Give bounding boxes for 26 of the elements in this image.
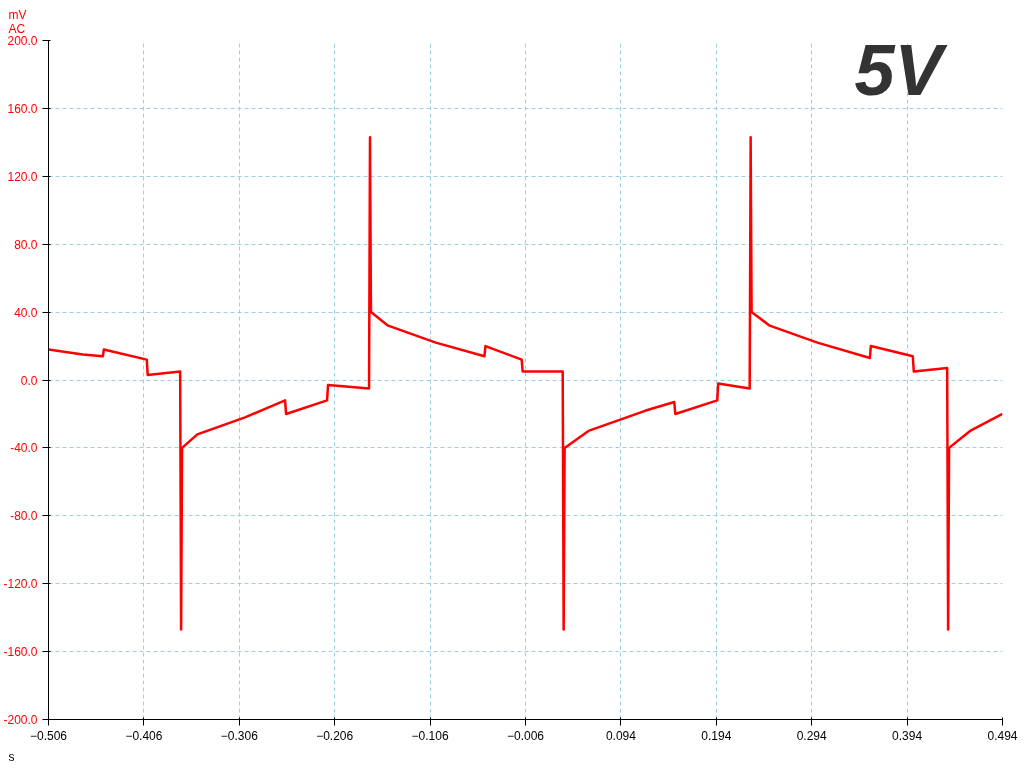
x-tick-label: −0.206 — [316, 728, 354, 743]
y-tick-label: 200.0 — [7, 34, 38, 48]
x-tick-label: −0.406 — [125, 728, 163, 743]
x-tick-label: 0.294 — [796, 728, 828, 743]
y-tick-label: 80.0 — [14, 237, 38, 252]
x-axis-title: s — [8, 749, 15, 764]
y-tick-label: -200.0 — [3, 713, 38, 727]
y-tick-label: 40.0 — [14, 305, 38, 320]
y-tick-label: -120.0 — [3, 577, 38, 592]
x-tick-label: −0.006 — [506, 728, 545, 743]
x-tick-label: −0.306 — [220, 728, 259, 743]
y-tick-label: -160.0 — [3, 645, 38, 660]
annotation: 5V — [854, 29, 949, 110]
x-tick-label: −0.106 — [411, 728, 449, 743]
x-tick-label: 0.394 — [892, 728, 923, 743]
x-tick-label: 0.194 — [701, 728, 732, 743]
x-tick-label: 0.494 — [987, 728, 1018, 743]
y-tick-label: 160.0 — [7, 101, 38, 116]
y-axis-title: mV AC — [8, 7, 27, 36]
x-tick-label: −0.506 — [29, 728, 68, 743]
y-tick-label: 0.0 — [20, 373, 38, 388]
line-series — [48, 136, 1003, 631]
y-tick-label: -40.0 — [10, 441, 38, 456]
x-tick-label: 0.094 — [605, 728, 637, 743]
y-tick-label: 120.0 — [7, 169, 38, 184]
y-tick-label: -80.0 — [10, 509, 38, 524]
